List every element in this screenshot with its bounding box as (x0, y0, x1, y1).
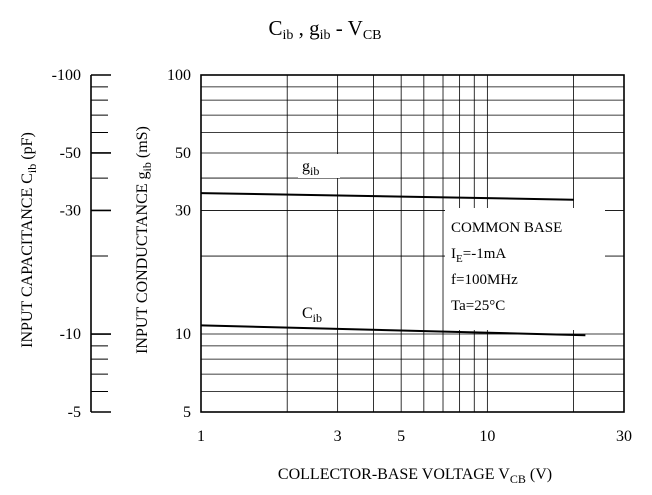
x-tick-label: 5 (397, 428, 405, 445)
capacitance-tick-label: -30 (60, 202, 81, 219)
capacitance-tick-label: -50 (60, 145, 81, 162)
y-title-c-sub: ib (25, 164, 39, 173)
x-tick-label: 10 (479, 428, 495, 445)
capacitance-tick-label: -100 (52, 67, 81, 84)
title-sep: , (293, 16, 309, 40)
y-title-c-unit: (pF) (19, 132, 36, 164)
conditions-box-bg (445, 208, 605, 330)
title-v-sub: CB (363, 28, 382, 43)
condition-temp: Ta=25°C (451, 298, 505, 314)
title-g: g (309, 16, 320, 40)
plot-frame (200, 74, 625, 413)
y-axis-title-conductance: INPUT CONDUCTANCE gib (mS) (134, 126, 154, 354)
y-tick-label: 100 (167, 67, 191, 84)
y-tick-label: 5 (183, 404, 191, 421)
x-axis-title-sub: CB (510, 472, 526, 486)
x-axis-title-unit: (V) (526, 466, 552, 483)
y-title-g-unit: (mS) (134, 126, 151, 162)
condition-ie-value: =-1mA (463, 246, 507, 262)
y-axis-title-capacitance: INPUT CAPACITANCE Cib (pF) (19, 132, 39, 348)
series-label-cib: Cib (302, 305, 322, 325)
x-tick-label: 1 (197, 428, 205, 445)
y-tick-labels: 5 10 30 50 100 (167, 67, 191, 421)
chart-title: Cib , gib - VCB (268, 16, 381, 43)
x-tick-label: 30 (616, 428, 632, 445)
y-title-g-sub: ib (140, 162, 154, 171)
title-c-sub: ib (283, 28, 294, 43)
cib-label-sub: ib (313, 311, 322, 325)
condition-common-base: COMMON BASE (451, 220, 562, 236)
series-line-cib (200, 324, 586, 337)
condition-ie-sub: E (456, 253, 463, 265)
capacitance-tick-label: -5 (68, 404, 81, 421)
curves (200, 192, 586, 337)
cib-label-main: C (302, 305, 313, 322)
gib-label-main: g (302, 158, 310, 175)
series-label-gib: gib (302, 158, 319, 178)
x-axis-title-main: COLLECTOR-BASE VOLTAGE V (278, 466, 510, 483)
y-title-c-main: INPUT CAPACITANCE C (19, 173, 36, 348)
title-c: C (268, 16, 282, 40)
x-tick-label: 3 (334, 428, 342, 445)
capacitance-axis-labels: -100 -50 -30 -10 -5 (52, 67, 81, 421)
condition-ie-main: I (451, 246, 456, 262)
title-dash: - (331, 16, 348, 40)
y-tick-label: 50 (175, 145, 191, 162)
condition-ie: IE=-1mA (451, 246, 506, 265)
conditions-box: COMMON BASE IE=-1mA f=100MHz Ta=25°C (451, 220, 562, 314)
x-tick-labels: 1 3 5 10 30 (197, 428, 632, 445)
y-tick-label: 30 (175, 202, 191, 219)
title-g-sub: ib (320, 28, 331, 43)
capacitance-axis-ticks (91, 74, 111, 413)
x-axis-title: COLLECTOR-BASE VOLTAGE VCB (V) (278, 466, 552, 486)
y-tick-label: 10 (175, 326, 191, 343)
condition-freq: f=100MHz (451, 272, 518, 288)
title-v: V (348, 16, 363, 40)
gib-label-bg (298, 154, 340, 178)
series-line-gib (200, 192, 574, 201)
y-title-g-main: INPUT CONDUCTANCE g (134, 171, 151, 353)
capacitance-tick-label: -10 (60, 326, 81, 343)
gib-label-sub: ib (310, 164, 319, 178)
